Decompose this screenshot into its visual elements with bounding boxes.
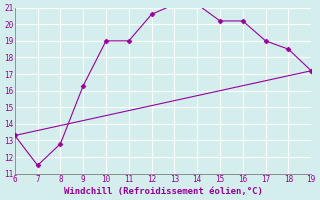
X-axis label: Windchill (Refroidissement éolien,°C): Windchill (Refroidissement éolien,°C)	[64, 187, 262, 196]
